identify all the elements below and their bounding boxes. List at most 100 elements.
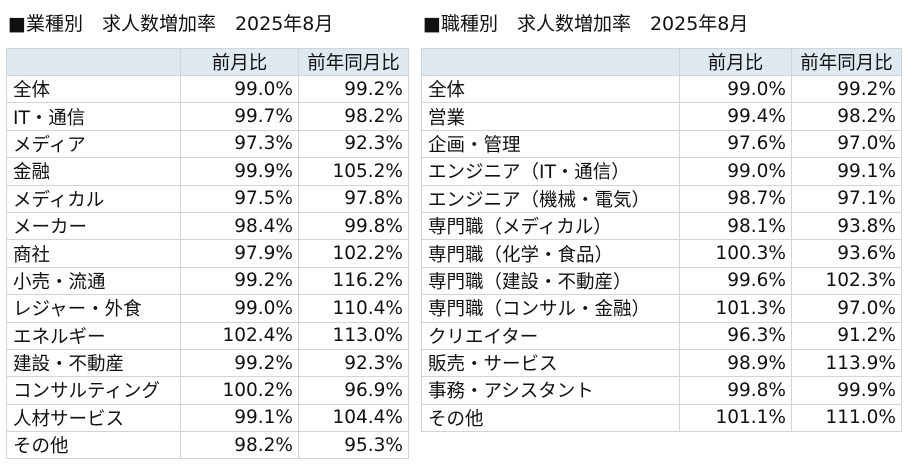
row-mom-value: 98.4% — [180, 211, 299, 241]
table-row: 全体 99.0% 99.2% — [421, 74, 902, 104]
row-mom-value: 99.0% — [679, 74, 792, 104]
row-yoy-value: 95.3% — [298, 431, 409, 460]
row-label: 専門職（メディカル） — [421, 211, 680, 241]
row-yoy-value: 92.3% — [298, 129, 409, 159]
table-row: 建設・不動産 99.2% 92.3% — [6, 348, 409, 378]
row-label: 営業 — [421, 102, 680, 131]
job-title: ■職種別 求人数増加率 2025年8月 — [423, 13, 749, 35]
row-mom-value: 99.0% — [180, 294, 299, 323]
row-mom-value: 101.1% — [679, 403, 792, 433]
row-yoy-value: 92.3% — [298, 348, 409, 378]
table-row: エンジニア（機械・電気） 98.7% 97.1% — [421, 184, 902, 213]
row-yoy-value: 98.2% — [791, 102, 902, 131]
industry-title: ■業種別 求人数増加率 2025年8月 — [8, 13, 334, 35]
job-header-label — [421, 48, 680, 76]
row-mom-value: 97.9% — [180, 239, 299, 268]
row-label: メディア — [6, 129, 181, 159]
row-mom-value: 100.3% — [679, 239, 792, 268]
table-row: エネルギー 102.4% 113.0% — [6, 321, 409, 350]
row-mom-value: 99.4% — [679, 102, 792, 131]
row-mom-value: 102.4% — [180, 321, 299, 350]
row-yoy-value: 99.2% — [298, 74, 409, 104]
table-row: 販売・サービス 98.9% 113.9% — [421, 348, 902, 378]
row-yoy-value: 98.2% — [298, 102, 409, 131]
row-label: その他 — [6, 431, 181, 460]
row-yoy-value: 97.0% — [791, 129, 902, 159]
row-label: 専門職（建設・不動産） — [421, 266, 680, 296]
row-yoy-value: 91.2% — [791, 321, 902, 350]
table-row: メディア 97.3% 92.3% — [6, 129, 409, 159]
row-mom-value: 99.2% — [180, 266, 299, 296]
row-mom-value: 98.7% — [679, 184, 792, 213]
row-yoy-value: 93.8% — [791, 211, 902, 241]
row-mom-value: 100.2% — [180, 376, 299, 405]
table-row: 全体 99.0% 99.2% — [6, 74, 409, 104]
row-mom-value: 98.9% — [679, 348, 792, 378]
row-label: コンサルティング — [6, 376, 181, 405]
row-yoy-value: 96.9% — [298, 376, 409, 405]
row-yoy-value: 99.9% — [791, 376, 902, 405]
table-row: IT・通信 99.7% 98.2% — [6, 102, 409, 131]
row-yoy-value: 113.0% — [298, 321, 409, 350]
industry-header-label — [6, 48, 181, 76]
row-mom-value: 99.0% — [180, 74, 299, 104]
row-yoy-value: 97.8% — [298, 184, 409, 213]
row-yoy-value: 97.0% — [791, 294, 902, 323]
table-row: クリエイター 96.3% 91.2% — [421, 321, 902, 350]
job-header-yoy: 前年同月比 — [791, 48, 902, 76]
row-yoy-value: 105.2% — [298, 157, 409, 186]
row-mom-value: 97.5% — [180, 184, 299, 213]
row-yoy-value: 110.4% — [298, 294, 409, 323]
table-row: 企画・管理 97.6% 97.0% — [421, 129, 902, 159]
table-row: 事務・アシスタント 99.8% 99.9% — [421, 376, 902, 405]
row-label: 販売・サービス — [421, 348, 680, 378]
row-mom-value: 99.8% — [679, 376, 792, 405]
row-yoy-value: 111.0% — [791, 403, 902, 433]
row-yoy-value: 99.1% — [791, 157, 902, 186]
table-row: 営業 99.4% 98.2% — [421, 102, 902, 131]
table-row: 専門職（コンサル・金融） 101.3% 97.0% — [421, 294, 902, 323]
table-row: 専門職（建設・不動産） 99.6% 102.3% — [421, 266, 902, 296]
industry-header-mom: 前月比 — [180, 48, 299, 76]
row-yoy-value: 99.8% — [298, 211, 409, 241]
row-yoy-value: 102.3% — [791, 266, 902, 296]
row-mom-value: 99.6% — [679, 266, 792, 296]
job-header-row: 前月比 前年同月比 — [421, 48, 902, 76]
row-mom-value: 97.6% — [679, 129, 792, 159]
table-row: 商社 97.9% 102.2% — [6, 239, 409, 268]
row-label: 商社 — [6, 239, 181, 268]
row-label: その他 — [421, 403, 680, 433]
row-label: メディカル — [6, 184, 181, 213]
row-label: 全体 — [6, 74, 181, 104]
row-mom-value: 96.3% — [679, 321, 792, 350]
table-row: 金融 99.9% 105.2% — [6, 157, 409, 186]
job-header-mom: 前月比 — [679, 48, 792, 76]
row-mom-value: 99.0% — [679, 157, 792, 186]
industry-table: 前月比 前年同月比 全体 99.0% 99.2% IT・通信 99.7% 98.2% メディ… — [6, 48, 409, 460]
industry-header-yoy: 前年同月比 — [298, 48, 409, 76]
table-row: その他 101.1% 111.0% — [421, 403, 902, 433]
row-label: IT・通信 — [6, 102, 181, 131]
row-label: クリエイター — [421, 321, 680, 350]
job-panel: ■職種別 求人数増加率 2025年8月 前月比 前年同月比 全体 99.0% 99.… — [415, 0, 905, 433]
row-yoy-value: 116.2% — [298, 266, 409, 296]
row-label: 全体 — [421, 74, 680, 104]
job-table: 前月比 前年同月比 全体 99.0% 99.2% 営業 99.4% 98.2% 企画・管理 9… — [421, 48, 902, 433]
row-yoy-value: 97.1% — [791, 184, 902, 213]
row-label: 建設・不動産 — [6, 348, 181, 378]
table-row: 小売・流通 99.2% 116.2% — [6, 266, 409, 296]
table-row: メーカー 98.4% 99.8% — [6, 211, 409, 241]
row-yoy-value: 104.4% — [298, 403, 409, 433]
row-label: 事務・アシスタント — [421, 376, 680, 405]
row-yoy-value: 99.2% — [791, 74, 902, 104]
row-label: エンジニア（IT・通信） — [421, 157, 680, 186]
row-label: エンジニア（機械・電気） — [421, 184, 680, 213]
table-row: その他 98.2% 95.3% — [6, 431, 409, 460]
industry-panel: ■業種別 求人数増加率 2025年8月 前月比 前年同月比 全体 99.0% 99.… — [0, 0, 412, 460]
row-label: 小売・流通 — [6, 266, 181, 296]
table-row: コンサルティング 100.2% 96.9% — [6, 376, 409, 405]
table-row: エンジニア（IT・通信） 99.0% 99.1% — [421, 157, 902, 186]
row-label: メーカー — [6, 211, 181, 241]
row-mom-value: 97.3% — [180, 129, 299, 159]
row-yoy-value: 102.2% — [298, 239, 409, 268]
